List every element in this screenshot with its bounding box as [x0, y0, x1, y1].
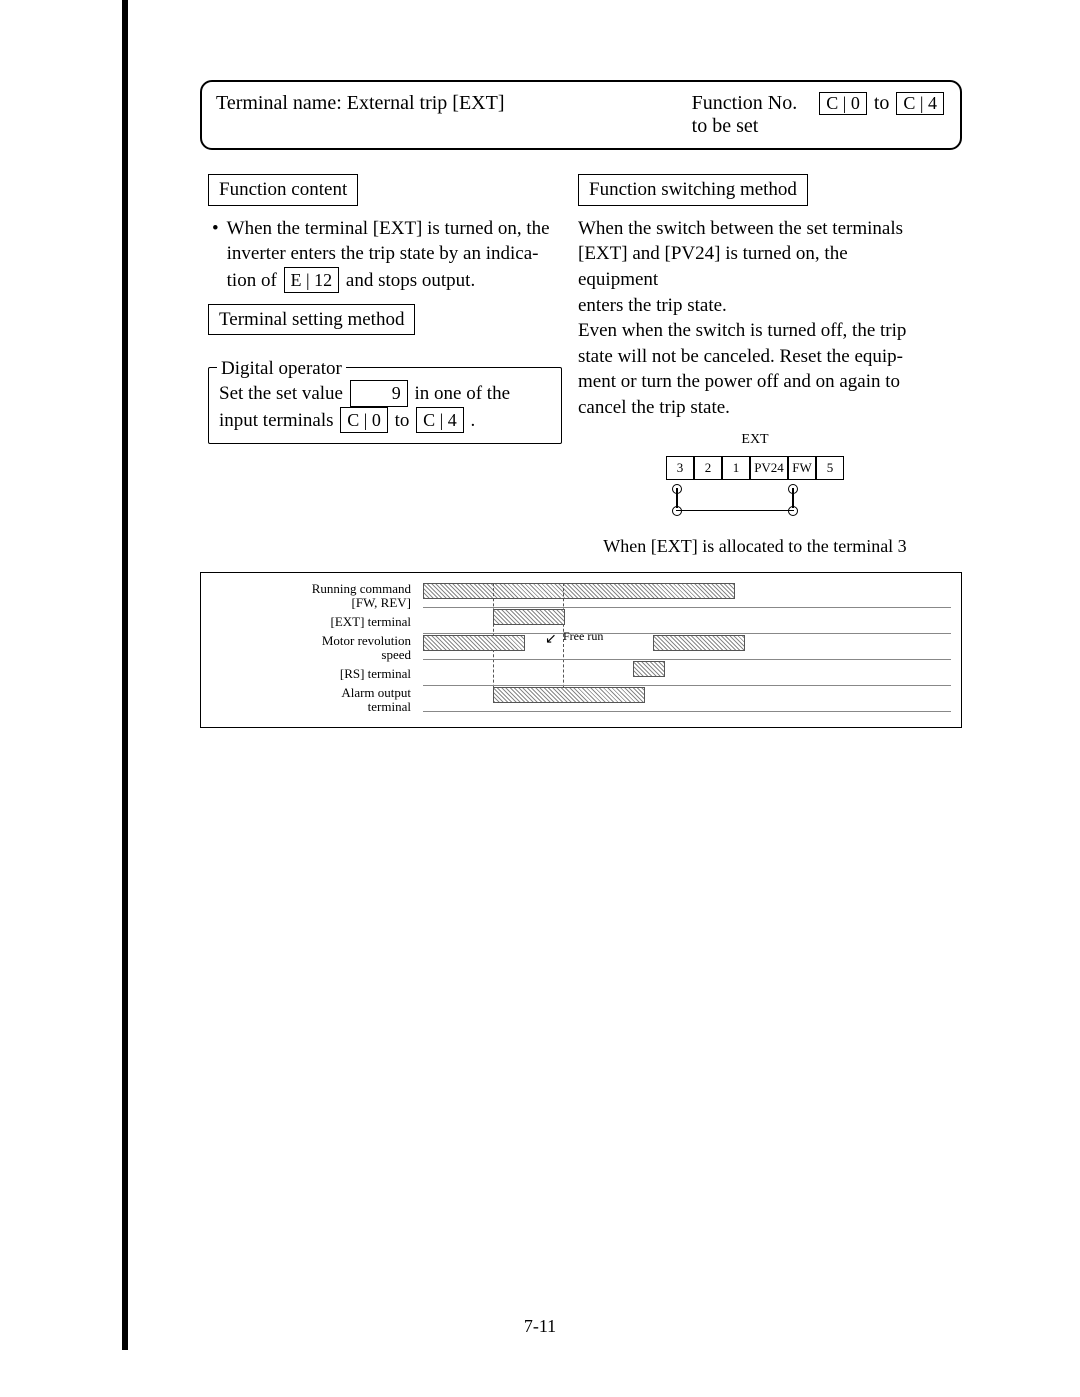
term-3: 3	[666, 456, 694, 480]
r-p7: cancel the trip state.	[578, 395, 932, 421]
term-2: 2	[694, 456, 722, 480]
range-from: C | 0	[819, 92, 867, 115]
term-5: 5	[816, 456, 844, 480]
digital-operator-legend: Digital operator	[217, 356, 346, 382]
func-no-label: Function No.	[692, 92, 798, 114]
free-run-label: Free run	[563, 629, 603, 644]
inputs-to-word: to	[395, 410, 410, 431]
range-to-word: to	[874, 92, 890, 114]
term-pv24: PV24	[750, 456, 788, 480]
wire-diagram	[670, 480, 840, 530]
t-row2-wave: ↙ Free run	[423, 635, 951, 660]
right-column: Function switching method When the switc…	[570, 170, 940, 562]
terminal-setting-title: Terminal setting method	[208, 304, 415, 336]
t-row4-label: Alarm output terminal	[211, 686, 423, 715]
function-content-title: Function content	[208, 174, 358, 206]
t-row4-wave	[423, 687, 951, 712]
inputs-to: C | 4	[416, 407, 464, 433]
page-number: 7-11	[0, 1316, 1080, 1337]
digital-operator-fieldset: Digital operator Set the set value 9 in …	[208, 367, 562, 444]
page-content: Terminal name: External trip [EXT] Funct…	[120, 20, 970, 728]
bullet-1: • When the terminal [EXT] is turned on, …	[208, 216, 562, 294]
bullet-dot: •	[212, 216, 219, 294]
terminal-row: 3 2 1 PV24 FW 5	[578, 456, 932, 480]
terminal-name: Terminal name: External trip [EXT]	[216, 92, 505, 138]
columns: Function content • When the terminal [EX…	[200, 170, 940, 562]
t-row1-label: [EXT] terminal	[211, 615, 423, 629]
arrow-icon: ↙	[545, 631, 557, 648]
t-row3-wave	[423, 661, 951, 686]
left-column: Function content • When the terminal [EX…	[200, 170, 570, 562]
t-row0-label: Running command [FW, REV]	[211, 582, 423, 611]
t-row1-wave	[423, 609, 951, 634]
inputs-pre: input terminals	[219, 410, 338, 431]
t-row0-wave	[423, 583, 951, 608]
range-to: C | 4	[896, 92, 944, 115]
set-mid: in one of the	[410, 383, 510, 404]
b1-line2: inverter enters the trip state by an ind…	[227, 241, 550, 267]
b1-code: E | 12	[284, 267, 340, 293]
term-fw: FW	[788, 456, 816, 480]
b1-line1: When the terminal [EXT] is turned on, th…	[227, 216, 550, 242]
inputs-from: C | 0	[340, 407, 388, 433]
switch-method-title: Function switching method	[578, 174, 808, 206]
r-p2: [EXT] and [PV24] is turned on, the equip…	[578, 241, 932, 292]
r-p3: enters the trip state.	[578, 293, 932, 319]
t-row3-label: [RS] terminal	[211, 667, 423, 681]
to-be-set: to be set	[692, 115, 946, 138]
r-p6: ment or turn the power off and on again …	[578, 369, 932, 395]
ext-label: EXT	[578, 431, 932, 450]
set-pre: Set the set value	[219, 383, 348, 404]
set-code: 9	[350, 380, 408, 406]
t-row2-label: Motor revolution speed	[211, 634, 423, 663]
b1-line3-post: and stops output.	[341, 270, 475, 291]
func-no-block: Function No. C | 0 to C | 4 to be set	[692, 92, 946, 138]
inputs-post: .	[466, 410, 476, 431]
r-p5: state will not be canceled. Reset the eq…	[578, 344, 932, 370]
r-p4: Even when the switch is turned off, the …	[578, 318, 932, 344]
b1-line3-pre: tion of	[227, 270, 282, 291]
header-box: Terminal name: External trip [EXT] Funct…	[200, 80, 962, 150]
timing-diagram: Running command [FW, REV] [EXT] terminal…	[200, 572, 962, 728]
r-p1: When the switch between the set terminal…	[578, 216, 932, 242]
term-1: 1	[722, 456, 750, 480]
allocation-caption: When [EXT] is allocated to the terminal …	[578, 534, 932, 558]
